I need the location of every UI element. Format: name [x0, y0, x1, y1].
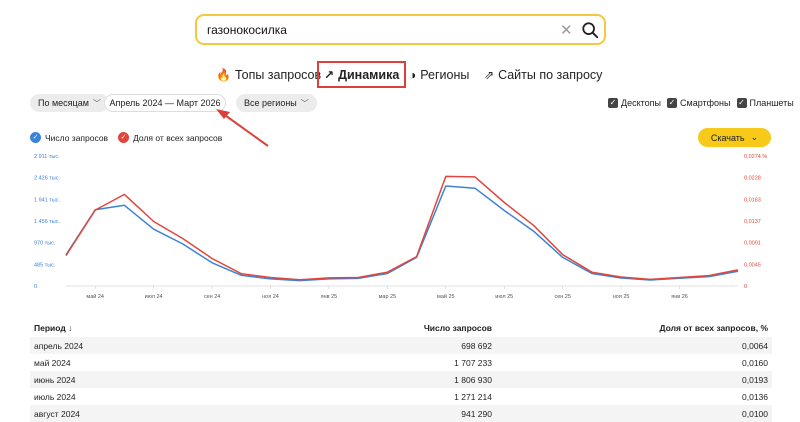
check-icon: ✓ [736, 98, 747, 108]
pie-icon: ◑ [409, 68, 417, 82]
cell-period: апрель 2024 [34, 340, 84, 351]
tab-label: Сайты по запросу [498, 68, 603, 82]
y-left-tick-label: 0 [34, 284, 37, 290]
x-tick-label: май 24 [86, 293, 104, 300]
header-share[interactable]: Доля от всех запросов, % [659, 322, 768, 333]
cell-queries: 1 707 233 [454, 357, 492, 368]
grouping-select[interactable]: По месяцам ﹀ [30, 94, 109, 112]
cell-share: 0,0193 [742, 374, 768, 385]
cell-queries: 698 692 [461, 340, 492, 351]
checkbox-tablets[interactable]: ✓ Планшеты [736, 98, 794, 108]
x-tick-label: мар 25 [379, 294, 397, 300]
y-left-tick-label: 970 тыс. [34, 241, 56, 247]
table-row: июль 2024 1 271 214 0,0136 [30, 388, 772, 405]
chevron-down-icon: ⌄ [750, 132, 759, 142]
y-left-tick-label: 1 456 тыс. [34, 219, 61, 225]
search-input[interactable] [205, 21, 545, 39]
checkbox-label: Планшеты [749, 98, 794, 108]
table-row: июнь 2024 1 806 930 0,0193 [30, 371, 772, 388]
cell-queries: 1 271 214 [454, 391, 492, 402]
y-left-tick-label: 2 426 тыс. [34, 176, 61, 182]
chevron-down-icon: ﹀ [300, 98, 309, 108]
y-right-tick-label: 0,0091 [744, 241, 761, 247]
period-label: Апрель 2024 — Март 2026 [109, 98, 221, 108]
regions-select[interactable]: Все регионы ﹀ [236, 94, 317, 112]
download-button[interactable]: Скачать ⌄ [698, 128, 771, 147]
y-left-tick-label: 485 тыс. [34, 262, 56, 268]
legend-label: Доля от всех запросов [133, 132, 223, 143]
y-right-tick-label: 0 [744, 284, 747, 290]
table-header: Период ↓ Число запросов Доля от всех зап… [30, 318, 772, 337]
x-tick-label: янв 26 [671, 294, 688, 300]
table-row: август 2024 941 290 0,0100 [30, 405, 772, 422]
legend-item-share[interactable]: ✓ Доля от всех запросов [118, 132, 222, 143]
search-box[interactable]: ✕ [195, 14, 606, 45]
checkbox-label: Десктопы [621, 98, 662, 108]
cell-period: май 2024 [34, 357, 71, 368]
trend-icon: ↗ [324, 67, 335, 82]
legend-item-queries[interactable]: ✓ Число запросов [30, 132, 108, 143]
period-select[interactable]: Апрель 2024 — Март 2026 [104, 94, 226, 112]
device-filters: ✓ Десктопы ✓ Смартфоны ✓ Планшеты [608, 97, 794, 109]
series-line-share [65, 175, 739, 281]
y-right-tick-label: 0,0228 [744, 176, 761, 182]
checkbox-label: Смартфоны [680, 98, 731, 108]
tab-label: Регионы [420, 68, 470, 82]
tabs-bar: 🔥 Топы запросов ↗ Динамика ◑ Регионы ⇗ С… [0, 61, 800, 88]
tab-sites[interactable]: ⇗ Сайты по запросу [484, 63, 602, 87]
dynamics-chart: 0 485 тыс. 970 тыс. 1 456 тыс. 1 941 тыс. 2 4… [34, 154, 767, 300]
check-icon: ✓ [30, 132, 41, 143]
x-tick-label: ноя 25 [613, 294, 630, 300]
tab-label: Топы запросов [234, 68, 322, 82]
close-icon[interactable]: ✕ [560, 22, 573, 39]
cell-share: 0,0136 [742, 391, 768, 402]
cell-share: 0,0064 [742, 340, 768, 351]
cell-period: август 2024 [34, 408, 80, 419]
legend-label: Число запросов [45, 132, 109, 143]
chevron-down-icon: ﹀ [92, 98, 101, 108]
y-right-tick-label: 0,0183 [744, 197, 761, 203]
check-icon: ✓ [608, 98, 618, 108]
checkbox-desktop[interactable]: ✓ Десктопы [608, 98, 661, 108]
y-right-tick-label: 0,0137 [744, 219, 761, 225]
y-left-tick-label: 2 911 тыс. [34, 154, 60, 160]
x-tick-label: янв 25 [321, 294, 338, 300]
cell-queries: 941 290 [461, 408, 492, 419]
x-tick-label: июл 25 [495, 294, 513, 300]
chart-legend: ✓ Число запросов ✓ Доля от всех запросов [30, 132, 222, 143]
header-queries[interactable]: Число запросов [423, 322, 492, 333]
cell-queries: 1 806 930 [454, 374, 492, 385]
series-line-queries [65, 185, 739, 282]
tab-label: Динамика [338, 67, 400, 82]
x-tick-label: ноя 24 [262, 294, 279, 300]
grouping-label: По месяцам [38, 98, 89, 108]
tab-dynamics[interactable]: ↗ Динамика [317, 61, 407, 88]
check-icon: ✓ [667, 98, 678, 108]
cell-period: июль 2024 [34, 391, 76, 402]
cell-period: июнь 2024 [34, 374, 76, 385]
table-row: апрель 2024 698 692 0,0064 [30, 337, 772, 354]
checkbox-smartphones[interactable]: ✓ Смартфоны [667, 98, 731, 108]
cell-share: 0,0100 [742, 408, 768, 419]
regions-label: Все регионы [244, 98, 297, 108]
check-icon: ✓ [118, 132, 130, 143]
tab-regions[interactable]: ◑ Регионы [409, 63, 469, 87]
fire-icon: 🔥 [216, 68, 231, 82]
y-right-tick-label: 0,0045 [744, 262, 761, 268]
x-tick-label: май 25 [437, 293, 455, 300]
cell-share: 0,0160 [742, 357, 768, 368]
x-tick-label: сен 24 [204, 294, 221, 300]
header-period[interactable]: Период ↓ [34, 322, 73, 333]
search-icon[interactable] [581, 21, 599, 39]
x-tick-label: июл 24 [145, 294, 163, 300]
y-right-tick-label: 0,0274 % [744, 154, 767, 160]
x-tick-label: сен 25 [554, 294, 571, 300]
stats-table: Период ↓ Число запросов Доля от всех зап… [30, 318, 772, 422]
external-link-icon: ⇗ [484, 68, 495, 82]
y-left-tick-label: 1 941 тыс. [34, 197, 61, 203]
tab-top-queries[interactable]: 🔥 Топы запросов [216, 63, 321, 87]
table-row: май 2024 1 707 233 0,0160 [30, 354, 772, 371]
download-label: Скачать [710, 132, 745, 143]
